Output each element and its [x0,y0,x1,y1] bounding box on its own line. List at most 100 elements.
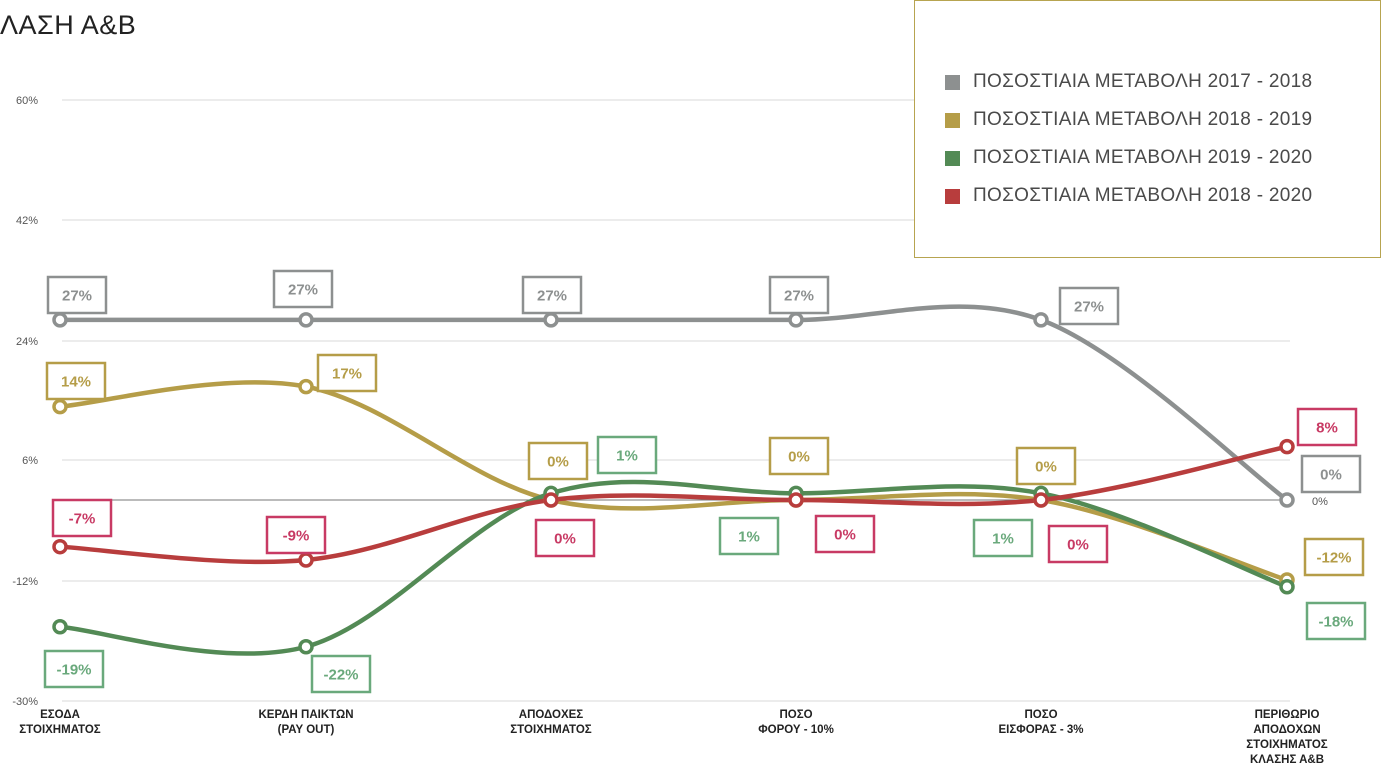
y-tick-label: -30% [12,696,38,708]
y-tick-label: -12% [12,576,38,588]
chart-title: ΛΑΣΗ Α&Β [0,10,137,40]
data-label-box [1305,601,1367,641]
data-label-text: -22% [323,667,358,684]
data-point [52,538,68,555]
series-line-s2018_2020 [57,444,1290,565]
data-label-box [534,518,596,558]
data-label-text: 0% [554,531,576,548]
data-label-box [1047,524,1109,564]
data-label-text: 27% [537,288,567,305]
legend-list: ΠΟΣΟΣΤΙΑΙΑ ΜΕΤΑΒΟΛΗ 2017 - 2018 ΠΟΣΟΣΤΙΑΙ… [945,63,1312,215]
data-point [52,398,68,415]
data-label-text: 27% [1074,299,1104,316]
data-label-box [45,361,107,401]
legend-entry: ΠΟΣΟΣΤΙΑΙΑ ΜΕΤΑΒΟΛΗ 2019 - 2020 [945,139,1312,177]
data-label: 0% [1047,524,1109,564]
x-tick-label: ΠΟΣΟ ΕΙΣΦΟΡΑΣ - 3% [998,709,1083,736]
y-tick-label: 60% [16,95,38,107]
data-point [543,312,559,328]
data-label-box [310,654,372,694]
legend-entry: ΠΟΣΟΣΤΙΑΙΑ ΜΕΤΑΒΟΛΗ 2018 - 2019 [945,101,1312,139]
data-label-text: 0% [1320,467,1342,484]
data-label: 1% [718,516,780,556]
data-label: 1% [596,435,658,475]
x-tick-label: ΠΕΡΙΘΩΡΙΟ ΑΠΟΔΟΧΩΝ ΣΤΟΙΧΗΜΑΤΟΣ ΚΛΑΣΗΣ Α&Β [1246,709,1328,766]
data-label: -18% [1305,601,1367,641]
data-label: 27% [768,275,830,315]
data-label: 0% [534,518,596,558]
data-label-text: 1% [616,448,638,465]
data-label-text: 0% [834,527,856,544]
data-label-box [51,498,113,538]
legend-label: ΠΟΣΟΣΤΙΑΙΑ ΜΕΤΑΒΟΛΗ 2018 - 2020 [973,185,1313,206]
x-tick-label: ΕΣΟΔΑ ΣΤΟΙΧΗΜΑΤΟΣ [19,709,101,736]
data-label: -7% [51,498,113,538]
data-point [1279,578,1295,595]
series-line-s2018_2019 [57,380,1290,583]
data-label: 0% [1015,446,1077,486]
legend-swatch [945,112,960,128]
legend-label: ΠΟΣΟΣΤΙΑΙΑ ΜΕΤΑΒΟΛΗ 2017 - 2018 [973,71,1313,92]
data-label-text: 8% [1316,420,1338,437]
data-label-box [972,518,1034,558]
data-point [1033,312,1049,328]
data-label-box [768,275,830,315]
legend: ΠΟΣΟΣΤΙΑΙΑ ΜΕΤΑΒΟΛΗ 2017 - 2018 ΠΟΣΟΣΤΙΑΙ… [914,0,1381,258]
data-label-box [265,515,327,555]
data-point [52,618,68,635]
data-label: 27% [272,269,334,309]
data-label: 0% [814,514,876,554]
series-lines [57,304,1290,656]
data-label-text: 27% [62,288,92,305]
data-point [298,552,314,568]
series-line-s2019_2020 [57,479,1290,656]
data-label-text: 1% [992,531,1014,548]
x-tick-label: ΚΕΡΔΗ ΠΑΙΚΤΩΝ (PAY OUT) [258,709,353,736]
data-label-text: -12% [1316,550,1351,567]
data-label-text: 0% [547,454,569,471]
legend-swatch [945,74,960,90]
data-label: -9% [265,515,327,555]
legend-entry: ΠΟΣΟΣΤΙΑΙΑ ΜΕΤΑΒΟΛΗ 2017 - 2018 [945,63,1312,101]
data-label-box [768,436,830,476]
data-label-box [1058,286,1120,326]
data-point [298,638,314,655]
data-label: 8% [1296,407,1358,447]
y-tick-label: 24% [16,336,38,348]
data-label: 27% [1058,286,1120,326]
data-point [543,492,559,508]
data-label-text: 14% [61,374,91,391]
data-point [1279,492,1295,508]
x-tick-label: ΑΠΟΔΟΧΕΣ ΣΤΟΙΧΗΜΑΤΟΣ [510,709,592,736]
x-tick-label: ΠΟΣΟ ΦΟΡΟΥ - 10% [758,709,834,736]
data-label: 0% [1300,454,1362,494]
data-label: -22% [310,654,372,694]
data-label-box [1015,446,1077,486]
data-label-box [316,353,378,393]
data-labels: 27% 27% 27% 27% 27% 0% 14% 17% 0% 0% 0% -12% -19% -22… [43,269,1367,694]
series-line-s2017_2018 [57,304,1290,503]
data-label-box [1300,454,1362,494]
data-point [1033,492,1049,508]
data-label-text: -9% [283,528,310,545]
data-label-box [46,275,108,315]
data-label-box [527,441,589,481]
legend-label: ΠΟΣΟΣΤΙΑΙΑ ΜΕΤΑΒΟΛΗ 2018 - 2019 [973,109,1313,130]
data-label: 0% [527,441,589,481]
data-label-text: 1% [738,529,760,546]
data-label-box [272,269,334,309]
data-label: 27% [521,275,583,315]
zero-tick-label: 0% [1312,496,1328,508]
data-label: 17% [316,353,378,393]
data-label: -12% [1303,537,1365,577]
data-point [52,312,68,328]
data-point [1279,438,1295,455]
data-point [788,492,804,508]
y-tick-label: 6% [22,455,38,467]
data-label-text: -19% [56,662,91,679]
data-label-box [596,435,658,475]
data-label: 27% [46,275,108,315]
data-point [788,312,804,328]
y-tick-label: 42% [16,215,38,227]
